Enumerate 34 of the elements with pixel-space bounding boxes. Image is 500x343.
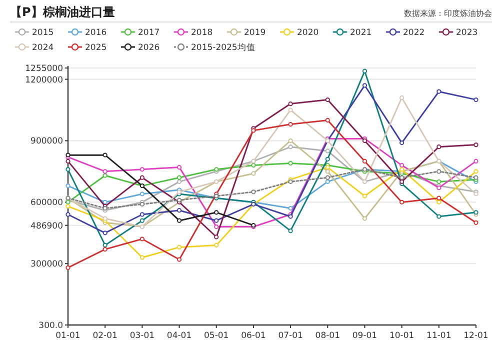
legend-label: 2016 bbox=[85, 28, 107, 38]
legend-label: 2026 bbox=[138, 43, 160, 53]
chart-title: 【P】棕榈油进口量 bbox=[10, 5, 115, 19]
source-note: 数据来源：印度炼油协会 bbox=[404, 9, 492, 18]
x-tick-label: 05-01 bbox=[204, 331, 229, 341]
x-tick-label: 09-01 bbox=[352, 331, 378, 341]
legend-label: 2024 bbox=[32, 43, 54, 53]
x-tick-label: 11-01 bbox=[426, 331, 452, 341]
y-tick-label: 486900 bbox=[30, 221, 63, 232]
x-tick-label: 03-01 bbox=[130, 331, 155, 341]
y-tick-label: 1200000 bbox=[25, 75, 63, 86]
legend-label: 2023 bbox=[456, 28, 478, 38]
legend-label: 2018 bbox=[191, 28, 213, 38]
x-tick-label: 10-01 bbox=[389, 331, 414, 341]
legend-label: 2015 bbox=[32, 28, 54, 38]
x-tick-label: 02-01 bbox=[92, 331, 118, 341]
x-tick-label: 06-01 bbox=[241, 331, 266, 341]
y-tick-label: 300.0 bbox=[38, 321, 63, 331]
x-tick-label: 08-01 bbox=[315, 331, 340, 341]
legend-label: 2019 bbox=[244, 28, 266, 38]
legend-label: 2025 bbox=[85, 43, 107, 53]
y-tick-label: 300000 bbox=[30, 260, 63, 270]
y-tick-label: 900000 bbox=[30, 136, 63, 147]
y-tick-label: 600000 bbox=[30, 198, 63, 208]
legend-label: 2022 bbox=[403, 28, 425, 38]
x-tick-label: 07-01 bbox=[278, 331, 303, 341]
x-tick-label: 04-01 bbox=[166, 331, 192, 341]
legend-label: 2017 bbox=[138, 28, 160, 38]
y-tick-label: 1255000 bbox=[25, 64, 63, 74]
legend-label: 2021 bbox=[350, 28, 372, 38]
x-tick-label: 12-01 bbox=[464, 331, 488, 341]
legend-label: 2015-2025均值 bbox=[191, 42, 256, 53]
legend-label: 2020 bbox=[297, 28, 319, 38]
x-tick-label: 01-01 bbox=[56, 331, 80, 341]
